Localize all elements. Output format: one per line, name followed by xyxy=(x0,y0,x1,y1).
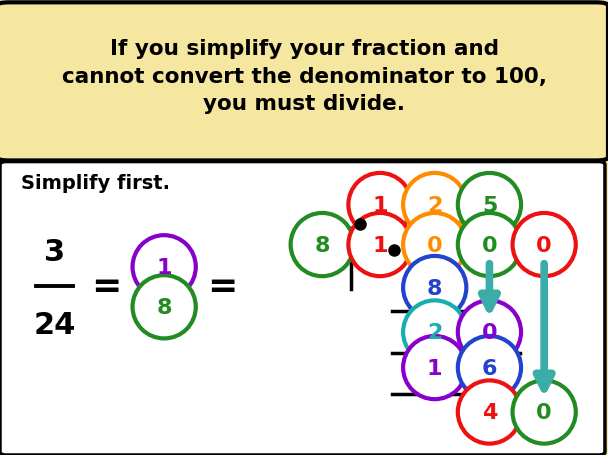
Text: If you simplify your fraction and
cannot convert the denominator to 100,
you mus: If you simplify your fraction and cannot… xyxy=(61,39,547,113)
Ellipse shape xyxy=(291,213,354,277)
Ellipse shape xyxy=(458,301,521,364)
Ellipse shape xyxy=(403,301,466,364)
Ellipse shape xyxy=(458,380,521,444)
Text: Simplify first.: Simplify first. xyxy=(21,173,170,192)
Text: 1: 1 xyxy=(427,358,443,378)
Ellipse shape xyxy=(513,380,576,444)
Text: 24: 24 xyxy=(33,310,76,339)
Text: 0: 0 xyxy=(536,402,552,422)
Text: 2: 2 xyxy=(427,195,443,215)
FancyBboxPatch shape xyxy=(0,162,605,455)
Text: 5: 5 xyxy=(482,195,497,215)
Ellipse shape xyxy=(513,213,576,277)
Text: 0: 0 xyxy=(427,235,443,255)
Ellipse shape xyxy=(458,173,521,237)
Text: 4: 4 xyxy=(482,402,497,422)
Text: 0: 0 xyxy=(536,235,552,255)
Text: 3: 3 xyxy=(44,238,65,267)
Ellipse shape xyxy=(403,173,466,237)
Text: 1: 1 xyxy=(372,235,388,255)
Ellipse shape xyxy=(403,213,466,277)
Ellipse shape xyxy=(348,213,412,277)
Ellipse shape xyxy=(133,276,196,339)
Text: 8: 8 xyxy=(427,278,443,298)
Ellipse shape xyxy=(348,173,412,237)
Ellipse shape xyxy=(403,336,466,399)
Text: 8: 8 xyxy=(156,297,172,317)
Ellipse shape xyxy=(403,256,466,319)
Ellipse shape xyxy=(133,236,196,299)
Ellipse shape xyxy=(458,213,521,277)
FancyBboxPatch shape xyxy=(0,3,608,161)
Text: 0: 0 xyxy=(482,235,497,255)
Text: 2: 2 xyxy=(427,322,443,342)
Text: 0: 0 xyxy=(482,322,497,342)
Text: 6: 6 xyxy=(482,358,497,378)
Ellipse shape xyxy=(458,336,521,399)
Text: =: = xyxy=(91,269,122,303)
Text: 1: 1 xyxy=(156,257,172,277)
Text: 1: 1 xyxy=(372,195,388,215)
Text: =: = xyxy=(207,269,237,303)
Text: 8: 8 xyxy=(314,235,330,255)
